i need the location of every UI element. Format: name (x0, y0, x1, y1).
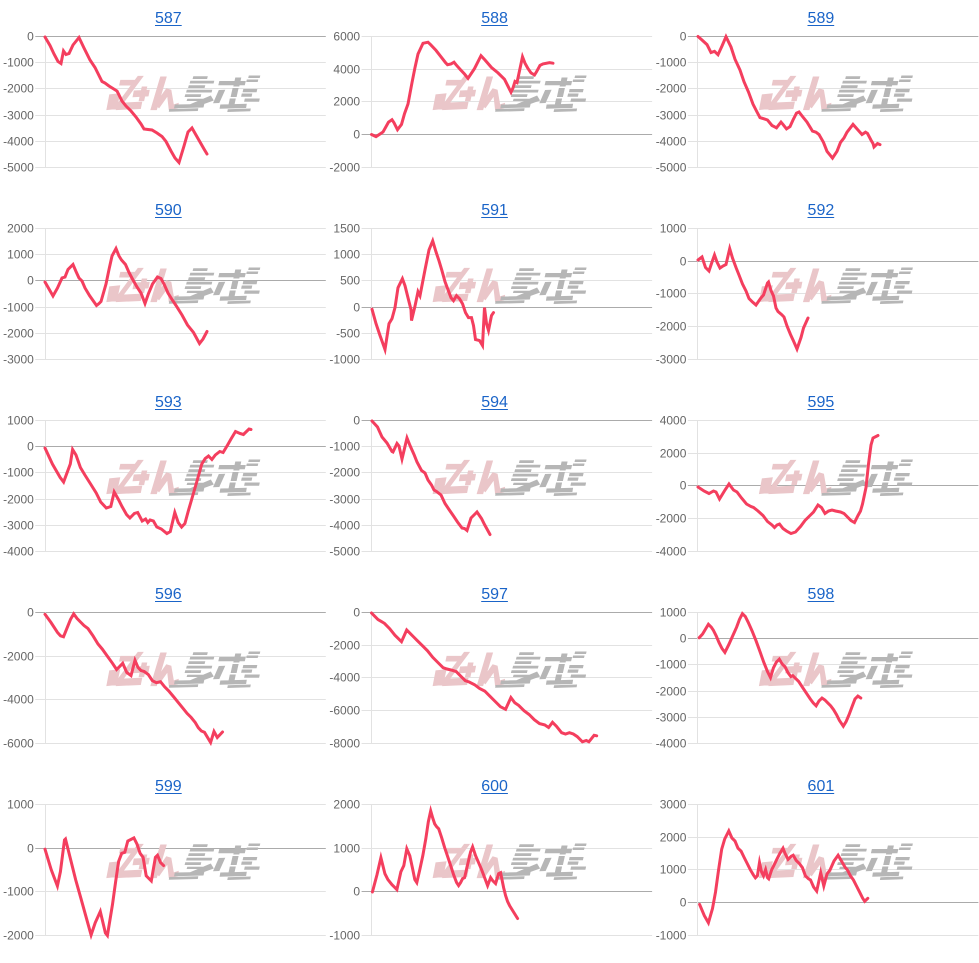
svg-text:-6000: -6000 (3, 737, 34, 751)
svg-text:-1000: -1000 (329, 929, 360, 943)
svg-text:-1000: -1000 (3, 466, 34, 480)
svg-text:-3000: -3000 (656, 353, 687, 367)
svg-text:4000: 4000 (660, 414, 687, 428)
svg-text:596: 596 (155, 586, 182, 603)
svg-text:-500: -500 (336, 327, 360, 341)
svg-text:1000: 1000 (660, 606, 687, 620)
svg-text:1000: 1000 (333, 248, 360, 262)
svg-text:-3000: -3000 (329, 493, 360, 507)
svg-text:2000: 2000 (7, 222, 34, 236)
svg-text:590: 590 (155, 202, 182, 219)
svg-text:-1000: -1000 (656, 929, 687, 943)
svg-text:-4000: -4000 (3, 545, 34, 559)
svg-text:-2000: -2000 (656, 320, 687, 334)
svg-text:-2000: -2000 (3, 327, 34, 341)
svg-text:1500: 1500 (333, 222, 360, 236)
svg-text:-1000: -1000 (656, 287, 687, 301)
svg-text:500: 500 (340, 274, 360, 288)
svg-text:593: 593 (155, 394, 182, 411)
svg-text:-3000: -3000 (656, 711, 687, 725)
svg-text:-4000: -4000 (656, 545, 687, 559)
svg-text:-2000: -2000 (3, 650, 34, 664)
svg-text:-1000: -1000 (3, 301, 34, 315)
svg-text:-2000: -2000 (3, 493, 34, 507)
svg-text:-2000: -2000 (329, 639, 360, 653)
svg-text:588: 588 (481, 10, 508, 27)
svg-text:0: 0 (27, 842, 34, 856)
svg-text:-4000: -4000 (3, 693, 34, 707)
svg-text:-3000: -3000 (3, 353, 34, 367)
svg-text:0: 0 (27, 274, 34, 288)
svg-text:-2000: -2000 (3, 929, 34, 943)
svg-text:-4000: -4000 (656, 135, 687, 149)
svg-text:-4000: -4000 (329, 519, 360, 533)
svg-text:1000: 1000 (7, 248, 34, 262)
svg-text:599: 599 (155, 778, 182, 795)
svg-text:-5000: -5000 (3, 161, 34, 175)
svg-text:-2000: -2000 (656, 82, 687, 96)
svg-text:-1000: -1000 (329, 440, 360, 454)
svg-text:-3000: -3000 (656, 109, 687, 123)
svg-text:-1000: -1000 (3, 885, 34, 899)
svg-text:0: 0 (27, 30, 34, 44)
svg-text:0: 0 (353, 128, 360, 142)
svg-text:-2000: -2000 (329, 466, 360, 480)
svg-text:0: 0 (353, 606, 360, 620)
svg-text:-2000: -2000 (3, 82, 34, 96)
svg-text:2000: 2000 (333, 95, 360, 109)
svg-text:587: 587 (155, 10, 182, 27)
svg-text:1000: 1000 (7, 414, 34, 428)
svg-text:0: 0 (680, 896, 687, 910)
svg-text:594: 594 (481, 394, 508, 411)
svg-text:-1000: -1000 (656, 56, 687, 70)
svg-text:-2000: -2000 (656, 685, 687, 699)
svg-text:1000: 1000 (7, 798, 34, 812)
svg-text:-5000: -5000 (329, 545, 360, 559)
svg-text:0: 0 (353, 414, 360, 428)
svg-text:-2000: -2000 (329, 161, 360, 175)
svg-text:1000: 1000 (333, 842, 360, 856)
svg-text:1000: 1000 (660, 863, 687, 877)
svg-text:-4000: -4000 (3, 135, 34, 149)
svg-text:589: 589 (808, 10, 835, 27)
svg-text:-1000: -1000 (3, 56, 34, 70)
svg-text:0: 0 (27, 440, 34, 454)
svg-text:-2000: -2000 (656, 512, 687, 526)
svg-text:6000: 6000 (333, 30, 360, 44)
svg-text:598: 598 (808, 586, 835, 603)
svg-text:4000: 4000 (333, 63, 360, 77)
svg-text:592: 592 (808, 202, 835, 219)
svg-text:-3000: -3000 (3, 519, 34, 533)
svg-text:0: 0 (353, 301, 360, 315)
svg-text:0: 0 (27, 606, 34, 620)
svg-text:600: 600 (481, 778, 508, 795)
svg-text:0: 0 (680, 30, 687, 44)
svg-text:601: 601 (808, 778, 835, 795)
svg-text:-4000: -4000 (656, 737, 687, 751)
svg-text:2000: 2000 (333, 798, 360, 812)
svg-text:-1000: -1000 (656, 658, 687, 672)
svg-text:595: 595 (808, 394, 835, 411)
svg-text:2000: 2000 (660, 447, 687, 461)
svg-text:0: 0 (680, 255, 687, 269)
svg-text:597: 597 (481, 586, 508, 603)
svg-text:-1000: -1000 (329, 353, 360, 367)
svg-text:-5000: -5000 (656, 161, 687, 175)
svg-text:0: 0 (680, 479, 687, 493)
svg-text:-6000: -6000 (329, 704, 360, 718)
svg-text:-4000: -4000 (329, 671, 360, 685)
svg-text:3000: 3000 (660, 798, 687, 812)
svg-text:0: 0 (680, 632, 687, 646)
svg-text:-8000: -8000 (329, 737, 360, 751)
svg-text:591: 591 (481, 202, 508, 219)
svg-text:-3000: -3000 (3, 109, 34, 123)
svg-text:1000: 1000 (660, 222, 687, 236)
svg-text:2000: 2000 (660, 831, 687, 845)
svg-text:0: 0 (353, 885, 360, 899)
